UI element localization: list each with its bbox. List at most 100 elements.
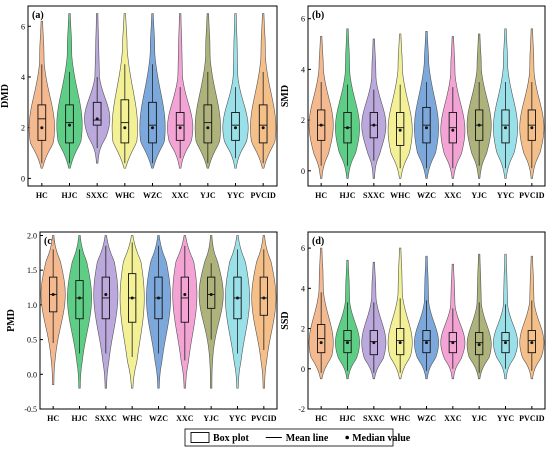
x-tick-label: WZC: [417, 191, 436, 200]
median-dot: [504, 126, 507, 130]
box-xxc: [180, 276, 189, 323]
panel-label: (a): [32, 10, 44, 21]
x-tick-label: WZC: [149, 414, 168, 423]
box-yyc: [501, 332, 510, 354]
y-tick-label: 1.0: [27, 301, 37, 310]
legend: Box plot Mean line Median value: [184, 428, 411, 447]
x-tick-label: WHC: [115, 191, 135, 200]
y-tick-label: 4: [301, 284, 305, 293]
box-yjc: [203, 104, 213, 144]
x-tick-label: SXXC: [363, 191, 385, 200]
x-tick-label: HC: [36, 191, 48, 200]
median-dot: [451, 128, 455, 132]
median-dot: [530, 341, 534, 345]
median-dot: [157, 296, 160, 300]
median-dot: [130, 296, 134, 300]
legend-box-symbol: [190, 432, 210, 443]
y-tick-label: 2: [301, 116, 305, 125]
violin-whc: [119, 235, 145, 389]
median-dot: [178, 126, 182, 130]
x-tick-label: HC: [47, 414, 59, 423]
violin-hc: [40, 235, 66, 386]
violin-wzc: [146, 235, 171, 389]
median-dot: [477, 123, 481, 127]
x-tick-label: YJC: [471, 191, 487, 200]
x-tick-label: HJC: [72, 414, 88, 423]
median-dot: [477, 343, 481, 347]
box-yjc: [475, 332, 484, 356]
x-tick-label: HC: [315, 414, 327, 423]
median-dot: [425, 341, 428, 345]
legend-dot-symbol: [345, 435, 350, 440]
median-dot: [261, 126, 265, 130]
y-tick-label: 2: [301, 325, 305, 334]
box-yyc: [501, 109, 510, 144]
x-tick-label: WHC: [122, 414, 142, 423]
box-wzc: [422, 330, 431, 354]
y-tick-label: -2: [298, 405, 305, 414]
x-tick-label: PVCID: [251, 414, 277, 423]
median-dot: [346, 341, 349, 345]
panel-label: (b): [312, 10, 324, 21]
box-hc: [37, 104, 47, 141]
median-dot: [78, 296, 81, 300]
median-dot: [398, 341, 402, 345]
x-tick-label: PVCID: [519, 191, 545, 200]
violin-pvcid: [251, 235, 277, 389]
box-sxxc: [369, 330, 378, 356]
x-tick-label: YJC: [200, 191, 216, 200]
median-dot: [398, 128, 402, 132]
y-tick-label: 0.5: [27, 336, 37, 345]
x-tick-label: XXC: [176, 414, 194, 423]
violin-sxxc: [93, 235, 119, 389]
box-sxxc: [92, 101, 102, 126]
median-dot: [104, 292, 108, 296]
y-axis-label: PMD: [6, 309, 17, 332]
median-dot: [372, 123, 376, 127]
median-dot: [51, 292, 55, 296]
box-pvcid: [259, 276, 268, 316]
chart-panel-c: -0.5 0.0 0.5 1.0 1.5 2.0 PMD (c) HC HJC SXXC WHC WZC…: [6, 231, 278, 423]
box-hjc: [343, 330, 352, 354]
panel-label: (d): [312, 236, 324, 247]
median-dot: [95, 117, 99, 121]
x-tick-label: PVCID: [519, 414, 545, 423]
x-tick-label: SXXC: [86, 191, 108, 200]
legend-frame: [184, 428, 394, 447]
box-yyc: [231, 112, 240, 141]
x-tick-label: WZC: [143, 191, 162, 200]
box-hjc: [65, 104, 74, 144]
y-tick-label: 0.0: [27, 370, 37, 379]
median-dot: [68, 123, 71, 127]
y-tick-label: 4: [21, 73, 25, 82]
x-tick-label: YJC: [203, 414, 219, 423]
box-xxc: [448, 332, 457, 354]
y-tick-label: 6: [301, 244, 305, 253]
violin-xxc: [172, 235, 198, 389]
x-tick-label: PVCID: [250, 191, 276, 200]
median-dot: [319, 341, 323, 345]
y-tick-label: -0.5: [24, 405, 37, 414]
chart-panel-a: 0 2 4 6 DMD (a) HC HJC SXXC WHC WZC XXC YJC YYC PVCID: [0, 5, 278, 200]
median-dot: [206, 126, 210, 130]
median-dot: [530, 126, 534, 130]
x-tick-label: YYC: [497, 191, 515, 200]
violin-yyc: [225, 235, 250, 389]
x-tick-label: XXC: [444, 414, 462, 423]
x-tick-label: HJC: [340, 414, 356, 423]
y-axis-label: SMD: [280, 85, 291, 107]
median-dot: [262, 296, 266, 300]
median-dot: [151, 126, 154, 130]
box-yjc: [207, 276, 216, 309]
y-tick-label: 1.5: [27, 266, 37, 275]
x-tick-label: YJC: [471, 414, 487, 423]
x-tick-label: SXXC: [363, 414, 385, 423]
median-dot: [209, 292, 213, 296]
y-tick-label: 0: [21, 174, 25, 183]
box-whc: [396, 328, 405, 356]
y-tick-label: 4: [301, 65, 305, 74]
x-tick-label: HC: [315, 191, 327, 200]
x-tick-label: YYC: [497, 414, 515, 423]
legend-item-label: Box plot: [213, 433, 250, 444]
median-dot: [183, 292, 187, 296]
